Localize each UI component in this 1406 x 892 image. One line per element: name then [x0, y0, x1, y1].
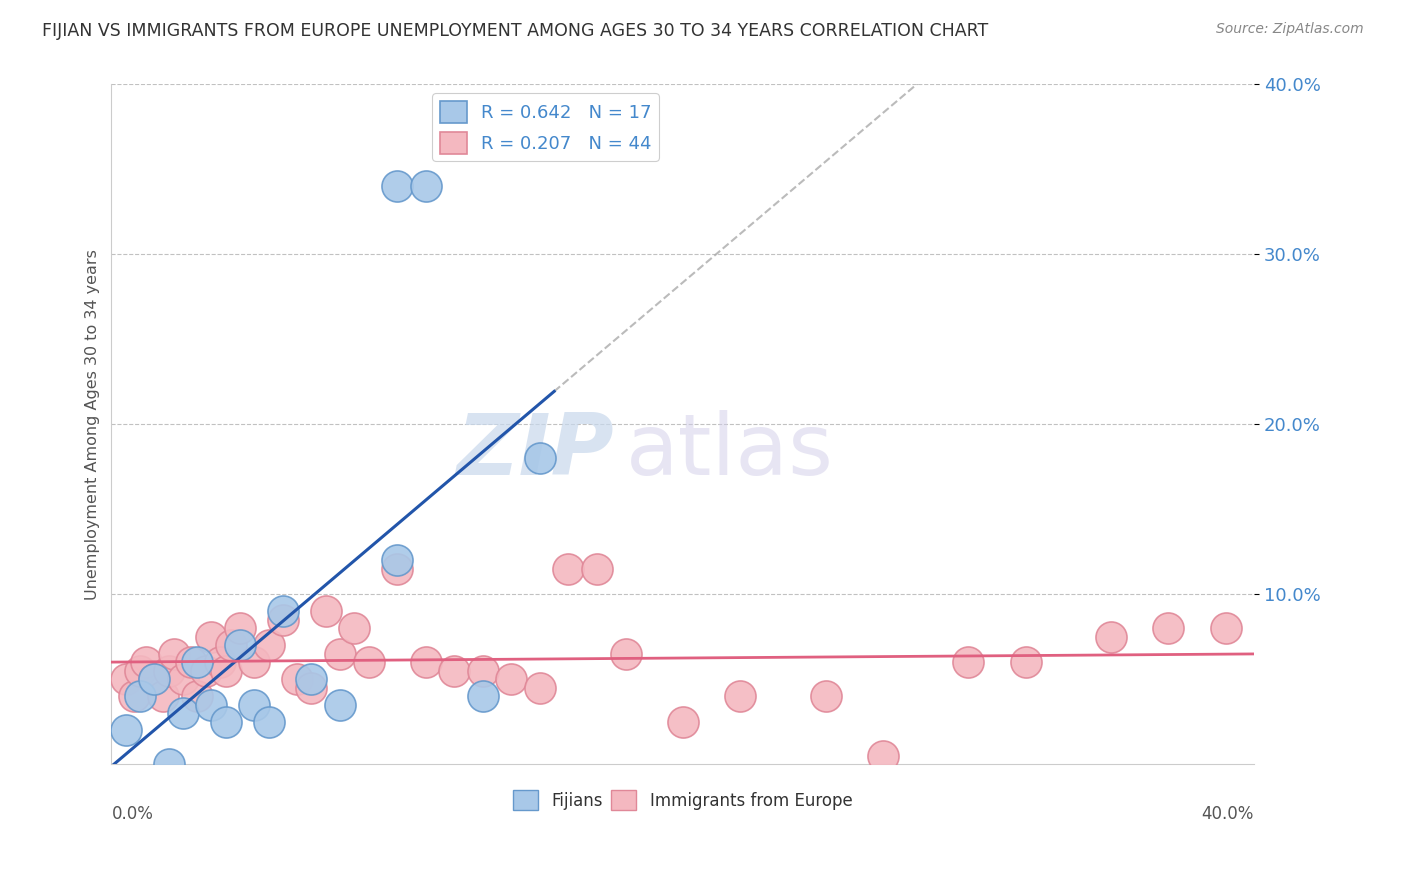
- Point: [315, 604, 337, 618]
- Point: [143, 673, 166, 687]
- Point: [415, 179, 437, 194]
- Point: [872, 748, 894, 763]
- Point: [329, 647, 352, 661]
- Point: [114, 723, 136, 738]
- Point: [208, 655, 231, 669]
- Point: [285, 673, 308, 687]
- Point: [180, 655, 202, 669]
- Point: [728, 690, 751, 704]
- Point: [215, 664, 238, 678]
- Y-axis label: Unemployment Among Ages 30 to 34 years: Unemployment Among Ages 30 to 34 years: [86, 249, 100, 599]
- Point: [172, 706, 194, 721]
- Point: [1014, 655, 1036, 669]
- Text: FIJIAN VS IMMIGRANTS FROM EUROPE UNEMPLOYMENT AMONG AGES 30 TO 34 YEARS CORRELAT: FIJIAN VS IMMIGRANTS FROM EUROPE UNEMPLO…: [42, 22, 988, 40]
- Point: [221, 638, 243, 652]
- Point: [200, 698, 222, 712]
- Point: [229, 638, 252, 652]
- Point: [229, 621, 252, 635]
- Point: [343, 621, 366, 635]
- Point: [529, 681, 551, 695]
- Point: [186, 655, 208, 669]
- Text: 0.0%: 0.0%: [111, 805, 153, 823]
- Point: [243, 698, 266, 712]
- Point: [814, 690, 837, 704]
- Text: Source: ZipAtlas.com: Source: ZipAtlas.com: [1216, 22, 1364, 37]
- Point: [215, 714, 238, 729]
- Point: [157, 757, 180, 772]
- Point: [557, 562, 579, 576]
- Point: [194, 664, 217, 678]
- Point: [257, 714, 280, 729]
- Point: [471, 690, 494, 704]
- Text: 40.0%: 40.0%: [1202, 805, 1254, 823]
- Point: [129, 664, 152, 678]
- Point: [329, 698, 352, 712]
- Point: [586, 562, 609, 576]
- Point: [172, 673, 194, 687]
- Point: [271, 613, 294, 627]
- Point: [163, 647, 186, 661]
- Point: [957, 655, 980, 669]
- Point: [152, 690, 174, 704]
- Point: [443, 664, 465, 678]
- Point: [243, 655, 266, 669]
- Point: [114, 673, 136, 687]
- Point: [257, 638, 280, 652]
- Point: [186, 690, 208, 704]
- Text: ZIP: ZIP: [457, 410, 614, 493]
- Point: [501, 673, 523, 687]
- Legend: Fijians, Immigrants from Europe: Fijians, Immigrants from Europe: [506, 783, 859, 817]
- Point: [271, 604, 294, 618]
- Point: [415, 655, 437, 669]
- Text: atlas: atlas: [626, 410, 834, 493]
- Point: [672, 714, 695, 729]
- Point: [157, 664, 180, 678]
- Point: [529, 451, 551, 466]
- Point: [357, 655, 380, 669]
- Point: [135, 655, 157, 669]
- Point: [385, 179, 408, 194]
- Point: [143, 673, 166, 687]
- Point: [200, 630, 222, 644]
- Point: [299, 681, 322, 695]
- Point: [1099, 630, 1122, 644]
- Point: [385, 553, 408, 567]
- Point: [385, 562, 408, 576]
- Point: [614, 647, 637, 661]
- Point: [129, 690, 152, 704]
- Point: [1157, 621, 1180, 635]
- Point: [122, 690, 145, 704]
- Point: [1215, 621, 1237, 635]
- Point: [299, 673, 322, 687]
- Point: [471, 664, 494, 678]
